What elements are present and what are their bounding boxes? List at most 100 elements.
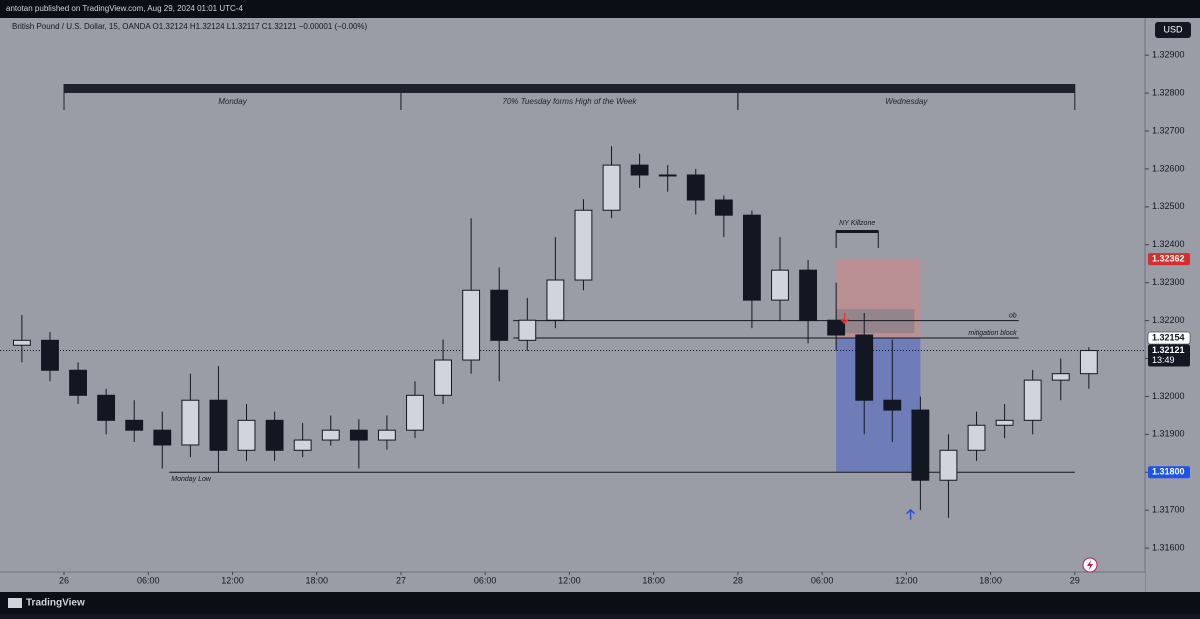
candle-body xyxy=(771,269,789,301)
candle-body xyxy=(686,174,705,201)
y-tick-label: 1.32400 xyxy=(1152,239,1185,249)
price-badge xyxy=(1148,253,1190,266)
x-tick-label: 29 xyxy=(1070,575,1080,585)
candle-body xyxy=(967,424,986,451)
y-tick-label: 1.32500 xyxy=(1152,201,1185,211)
countdown: 13:49 xyxy=(1152,355,1175,365)
candle-body xyxy=(237,419,256,451)
candle-body xyxy=(518,319,537,341)
candle-body xyxy=(349,429,368,441)
bottom-bar xyxy=(0,592,1200,614)
candle-body xyxy=(630,164,649,176)
ob-box xyxy=(836,309,915,334)
session-bar xyxy=(64,84,401,93)
x-tick-label: 06:00 xyxy=(811,575,834,585)
session-label: 70% Tuesday forms High of the Week xyxy=(502,97,637,106)
x-tick-label: 18:00 xyxy=(979,575,1002,585)
candle-body xyxy=(855,334,874,401)
candle-body xyxy=(462,289,481,361)
x-tick-label: 28 xyxy=(733,575,743,585)
lightning-icon[interactable] xyxy=(1082,557,1098,573)
x-tick-label: 18:00 xyxy=(642,575,665,585)
level-label: Monday Low xyxy=(171,476,212,483)
candle-body xyxy=(406,394,424,431)
candle-body xyxy=(69,369,87,396)
x-tick-label: 18:00 xyxy=(305,575,328,585)
candle-body xyxy=(911,409,930,481)
down-arrow xyxy=(840,313,850,325)
candle-body xyxy=(97,394,116,421)
candle-body xyxy=(321,429,340,441)
candle-body xyxy=(602,164,621,211)
candle-body xyxy=(209,399,228,451)
candle-body xyxy=(883,399,902,411)
level-label: mitigation block xyxy=(968,330,1017,337)
time-axis xyxy=(0,572,1145,592)
session-label: Wednesday xyxy=(885,97,928,106)
candle-body xyxy=(12,339,31,346)
candle-body xyxy=(265,419,284,451)
killzone-label: NY Killzone xyxy=(839,220,875,227)
candle-body xyxy=(153,429,172,446)
last-price-label: 1.32121 xyxy=(1152,345,1185,355)
level-label: ob xyxy=(1009,312,1017,319)
candle-body xyxy=(490,289,509,341)
price-axis xyxy=(1145,18,1200,592)
last-price-badge xyxy=(1148,344,1190,367)
candle-body xyxy=(658,174,677,177)
candle-body xyxy=(574,209,593,281)
candle-body xyxy=(827,319,846,336)
candle-body xyxy=(1023,379,1042,421)
logo xyxy=(8,598,22,608)
price-badge-label: 1.31800 xyxy=(1152,467,1185,477)
y-tick-label: 1.32600 xyxy=(1152,163,1185,173)
y-tick-label: 1.32900 xyxy=(1152,50,1185,60)
session-bar xyxy=(400,84,738,93)
y-tick-label: 1.32000 xyxy=(1152,391,1185,401)
candle-body xyxy=(714,199,733,216)
y-tick-label: 1.31900 xyxy=(1152,429,1185,439)
x-tick-label: 12:00 xyxy=(221,575,244,585)
y-tick-label: 1.32200 xyxy=(1152,315,1185,325)
price-badge xyxy=(1147,331,1191,345)
currency-button[interactable] xyxy=(1155,22,1191,38)
y-tick-label: 1.31600 xyxy=(1152,542,1185,552)
zone xyxy=(836,338,921,473)
x-tick-label: 12:00 xyxy=(558,575,581,585)
session-label: Monday xyxy=(218,97,247,106)
candle-body xyxy=(546,279,565,321)
candle-body xyxy=(125,419,144,431)
price-badge-label: 1.32362 xyxy=(1152,254,1185,264)
candle-body xyxy=(181,399,200,446)
candle-body xyxy=(1079,350,1098,375)
candle-body xyxy=(434,359,452,396)
candle-body xyxy=(995,419,1014,426)
x-tick-label: 27 xyxy=(396,575,406,585)
candle-body xyxy=(377,429,396,441)
currency: USD xyxy=(1163,24,1183,34)
candle-body xyxy=(742,214,761,301)
session-bar xyxy=(737,84,1075,93)
brand: TradingView xyxy=(26,598,85,609)
killzone-bar xyxy=(836,230,879,233)
x-tick-label: 06:00 xyxy=(137,575,160,585)
x-tick-label: 12:00 xyxy=(895,575,918,585)
candle-body xyxy=(1051,373,1070,381)
candle-body xyxy=(799,269,817,321)
candle-body xyxy=(939,449,958,481)
candle-body xyxy=(41,339,59,371)
price-badge xyxy=(1148,466,1190,479)
up-arrow xyxy=(906,508,916,520)
y-tick-label: 1.31700 xyxy=(1152,505,1185,515)
price-badge-label: 1.32154 xyxy=(1152,332,1185,342)
x-tick-label: 26 xyxy=(59,575,69,585)
symbol-header: British Pound / U.S. Dollar, 15, OANDA O… xyxy=(12,22,368,31)
y-tick-label: 1.32300 xyxy=(1152,277,1185,287)
x-tick-label: 06:00 xyxy=(474,575,497,585)
y-tick-label: 1.32700 xyxy=(1152,125,1185,135)
publisher: antotan published on TradingView.com, Au… xyxy=(6,4,243,13)
candle-body xyxy=(293,439,312,451)
top-bar xyxy=(0,0,1200,18)
